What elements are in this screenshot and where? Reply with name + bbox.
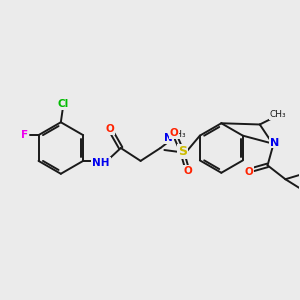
Text: NH: NH xyxy=(92,158,110,168)
Text: CH₃: CH₃ xyxy=(269,110,286,119)
Text: Cl: Cl xyxy=(57,99,68,110)
Text: O: O xyxy=(106,124,114,134)
Text: N: N xyxy=(164,133,173,143)
Text: O: O xyxy=(170,128,179,138)
Text: CH₃: CH₃ xyxy=(170,130,187,139)
Text: F: F xyxy=(21,130,28,140)
Text: O: O xyxy=(184,166,193,176)
Text: N: N xyxy=(270,138,279,148)
Text: O: O xyxy=(244,167,253,177)
Text: S: S xyxy=(178,146,187,158)
